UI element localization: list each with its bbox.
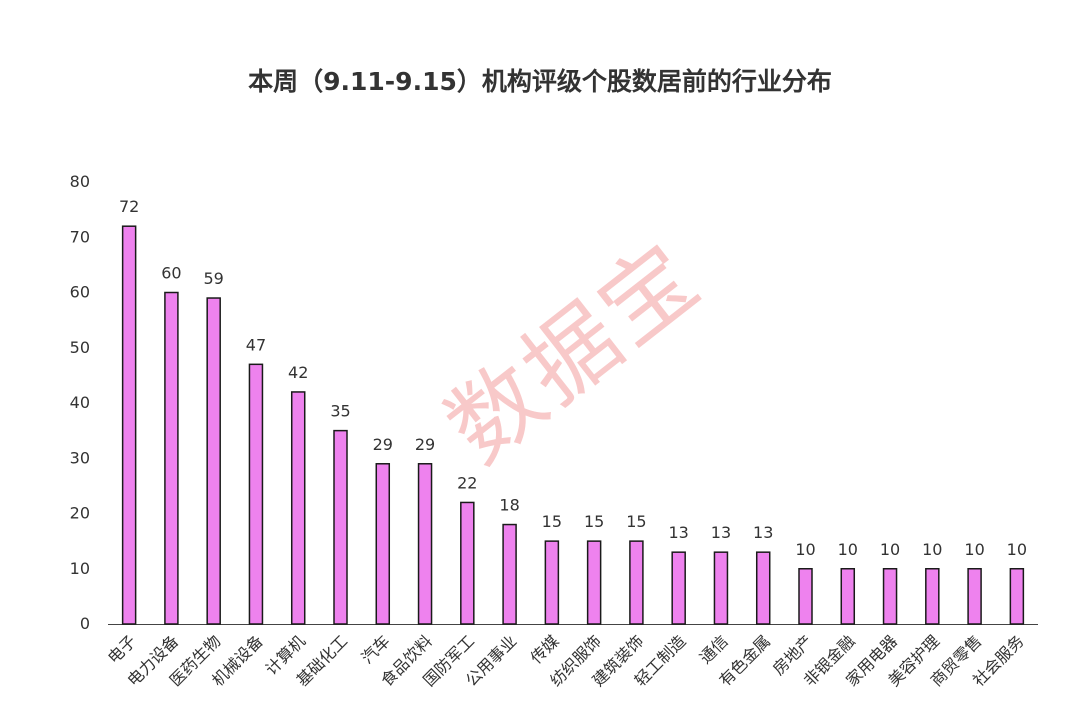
bar (798, 568, 813, 625)
y-tick-label: 60 (70, 283, 90, 302)
data-label: 42 (288, 363, 308, 382)
bar (586, 540, 602, 625)
bar (206, 297, 221, 625)
y-tick-label: 40 (70, 393, 90, 412)
bar (713, 551, 729, 625)
x-tick-label: 汽车 (358, 631, 394, 667)
bar (882, 568, 898, 625)
bar (671, 551, 686, 625)
bar (290, 391, 306, 625)
bar (840, 568, 856, 625)
data-label: 15 (584, 512, 604, 531)
bar-layer (121, 225, 1025, 625)
data-label: 47 (246, 335, 266, 354)
bar (502, 523, 517, 625)
data-label: 15 (626, 512, 646, 531)
y-tick-label: 70 (70, 227, 90, 246)
data-label: 13 (669, 523, 689, 542)
bar (460, 501, 475, 625)
bar (755, 551, 771, 625)
bar (544, 540, 560, 625)
x-tick-label: 电子 (104, 631, 140, 667)
data-label: 10 (795, 540, 815, 559)
bar (121, 225, 137, 625)
data-label: 10 (880, 540, 900, 559)
bar (967, 568, 982, 625)
data-label: 59 (204, 269, 224, 288)
y-tick-label: 10 (70, 559, 90, 578)
data-label: 10 (1007, 540, 1027, 559)
bar (164, 291, 179, 625)
data-label: 22 (457, 473, 477, 492)
x-tick-label: 传媒 (527, 631, 563, 667)
data-label: 29 (415, 435, 435, 454)
data-label: 10 (922, 540, 942, 559)
y-tick-label: 30 (70, 448, 90, 467)
chart-title: 本周（9.11-9.15）机构评级个股数居前的行业分布 (248, 67, 832, 96)
data-label: 10 (964, 540, 984, 559)
bar (333, 429, 348, 625)
x-tick-label: 通信 (696, 631, 732, 667)
data-label: 13 (753, 523, 773, 542)
y-tick-label: 50 (70, 338, 90, 357)
bar (417, 463, 433, 625)
y-tick-label: 80 (70, 172, 90, 191)
data-label: 10 (838, 540, 858, 559)
bar (248, 363, 264, 625)
data-label: 29 (373, 435, 393, 454)
data-label: 72 (119, 197, 139, 216)
bar (925, 568, 940, 625)
data-label: 18 (499, 496, 519, 515)
y-tick-label: 20 (70, 504, 90, 523)
bar (375, 463, 391, 625)
data-label: 13 (711, 523, 731, 542)
y-tick-label: 0 (80, 614, 90, 633)
bar (1009, 568, 1025, 625)
data-label: 15 (542, 512, 562, 531)
data-label: 35 (330, 402, 350, 421)
bar (629, 540, 644, 625)
data-label: 60 (161, 264, 181, 283)
